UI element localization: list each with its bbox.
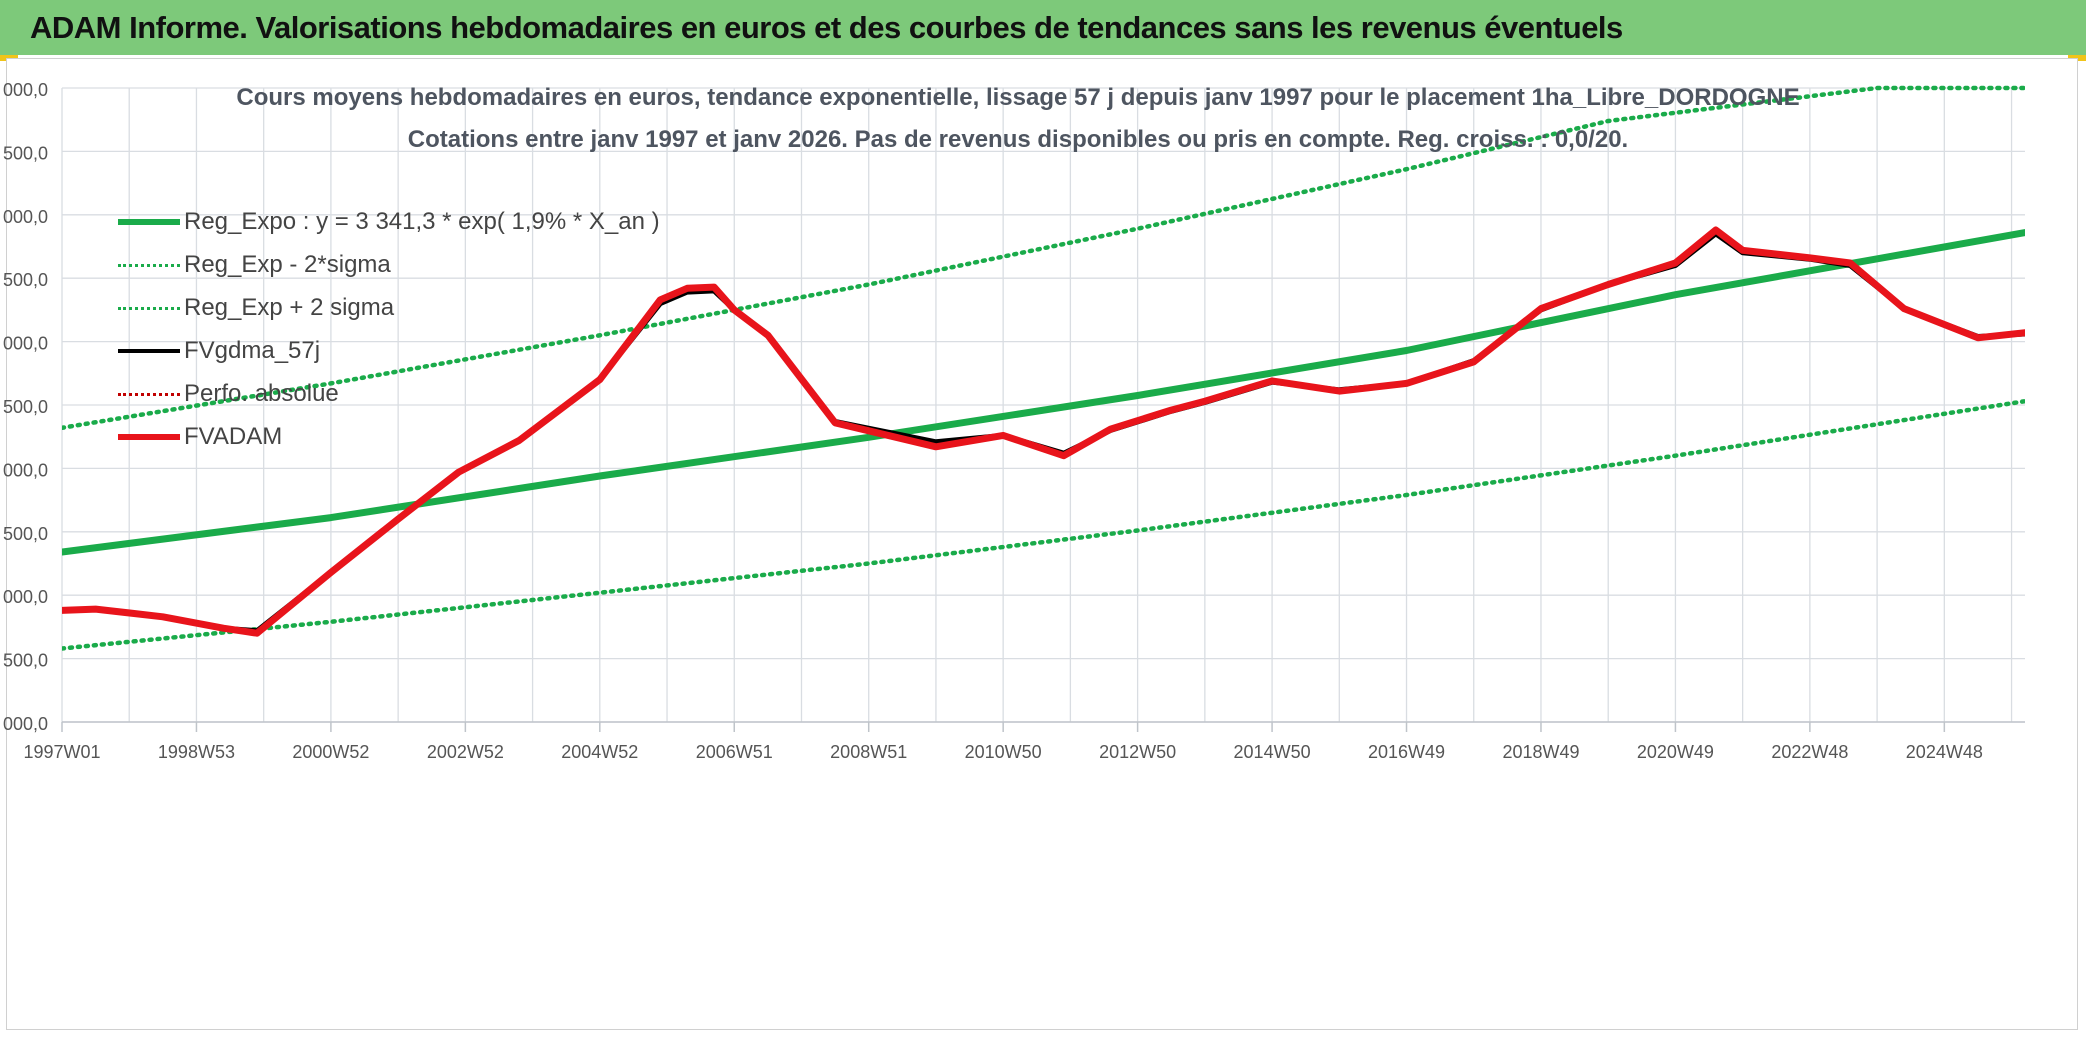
x-tick-label: 2016W49 (1368, 742, 1445, 762)
legend-entry: Reg_Exp - 2*sigma (118, 243, 660, 286)
x-axis: 1997W01 1998W53 2000W52 2002W52 2004W52 2006W… (23, 721, 2025, 762)
series-line-5 (62, 226, 2025, 637)
legend-entry: Reg_Exp + 2 sigma (118, 286, 660, 329)
y-tick-label: 2 500,0 (0, 651, 48, 671)
legend-swatch-line (118, 306, 180, 310)
legend-label: Reg_Expo : y = 3 341,3 * exp( 1,9% * X_a… (184, 207, 660, 235)
y-tick-label: 5 500,0 (0, 270, 48, 290)
legend-swatch-line (118, 392, 180, 396)
y-tick-label: 7 000,0 (0, 80, 48, 100)
legend-label: FVgdma_57j (184, 336, 321, 364)
x-tick-label: 2002W52 (427, 742, 504, 762)
legend-swatch (118, 388, 180, 400)
x-tick-label: 1998W53 (158, 742, 235, 762)
legend-label: Reg_Exp - 2*sigma (184, 250, 391, 278)
report-banner: ADAM Informe. Valorisations hebdomadaire… (0, 0, 2086, 55)
x-tick-label: 2012W50 (1099, 742, 1176, 762)
series-line-2 (62, 85, 2025, 431)
x-tick-label: 2022W48 (1771, 742, 1848, 762)
legend-swatch (118, 259, 180, 271)
y-tick-label: 6 000,0 (0, 207, 48, 227)
x-tick-label: 2006W51 (696, 742, 773, 762)
x-tick-label: 2004W52 (561, 742, 638, 762)
legend-label: FVADAM (184, 422, 283, 450)
series-line-1 (62, 398, 2025, 651)
y-tick-label: 2 000,0 (0, 714, 48, 734)
y-axis: 2 000,0 2 500,0 3 000,0 3 500,0 4 000,0 4 500… (0, 80, 48, 734)
x-tick-label: 2010W50 (965, 742, 1042, 762)
legend-entry: FVgdma_57j (118, 329, 660, 372)
x-tick-label: 2014W50 (1234, 742, 1311, 762)
x-tick-label: 2024W48 (1906, 742, 1983, 762)
y-tick-label: 6 500,0 (0, 143, 48, 163)
legend-swatch-line (118, 218, 180, 225)
chart-series (62, 85, 2025, 651)
chart-title-line-2: Cotations entre janv 1997 et janv 2026. … (407, 126, 1629, 153)
x-tick-label: 1997W01 (23, 742, 100, 762)
y-tick-label: 4 000,0 (0, 460, 48, 480)
chart-title-line-1: Cours moyens hebdomadaires en euros, ten… (236, 84, 1800, 111)
banner-title: ADAM Informe. Valorisations hebdomadaire… (30, 9, 1623, 45)
y-tick-label: 5 000,0 (0, 334, 48, 354)
x-tick-label: 2008W51 (830, 742, 907, 762)
legend-label: Perfo. absolue (184, 379, 339, 407)
legend-swatch (118, 216, 180, 228)
legend-swatch-line (118, 263, 180, 267)
legend-swatch (118, 431, 180, 443)
chart-legend: Reg_Expo : y = 3 341,3 * exp( 1,9% * X_a… (118, 200, 660, 458)
x-tick-label: 2018W49 (1502, 742, 1579, 762)
series-line-0 (62, 229, 2025, 556)
legend-entry: Reg_Expo : y = 3 341,3 * exp( 1,9% * X_a… (118, 200, 660, 243)
legend-entry: FVADAM (118, 415, 660, 458)
y-tick-label: 3 000,0 (0, 587, 48, 607)
legend-entry: Perfo. absolue (118, 372, 660, 415)
legend-swatch (118, 345, 180, 357)
legend-swatch (118, 302, 180, 314)
legend-swatch-line (118, 433, 180, 440)
y-tick-label: 3 500,0 (0, 524, 48, 544)
legend-swatch-line (118, 348, 180, 353)
x-tick-label: 2000W52 (292, 742, 369, 762)
x-tick-label: 2020W49 (1637, 742, 1714, 762)
y-tick-label: 4 500,0 (0, 397, 48, 417)
legend-label: Reg_Exp + 2 sigma (184, 293, 395, 321)
